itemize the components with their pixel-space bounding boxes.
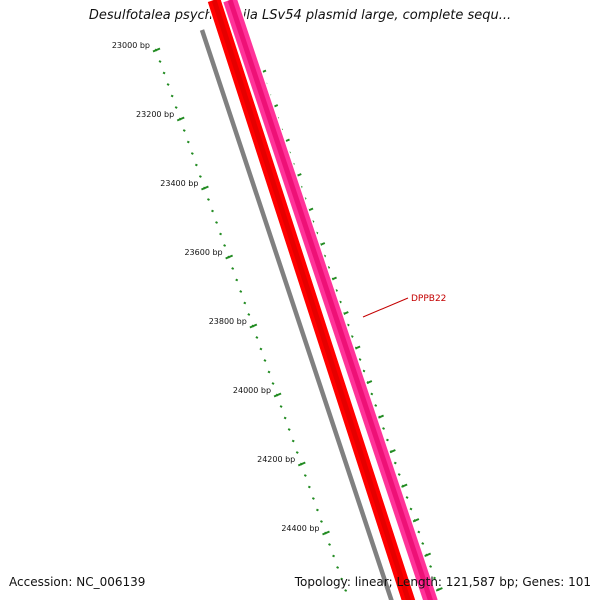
gene-band-pink-core xyxy=(227,0,433,600)
ruler-major-tick xyxy=(273,392,282,398)
ruler-major-tick xyxy=(176,116,185,122)
ruler-minor-tick xyxy=(190,152,194,155)
ruler-minor-tick xyxy=(259,347,263,351)
ruler-labels: 23000 bp 23200 bp 23400 bp 23600 bp 23800 bp… xyxy=(112,41,320,533)
accession-text: Accession: NC_006139 xyxy=(9,575,146,589)
ruler-minor-tick xyxy=(198,175,202,178)
sequence-backbone xyxy=(199,29,394,600)
ruler-minor-tick xyxy=(307,485,311,489)
ruler-minor-tick xyxy=(211,209,214,213)
ruler-minor-tick xyxy=(303,474,307,477)
ruler-minor-tick xyxy=(215,221,218,224)
track-minor-tick xyxy=(417,530,421,534)
ruler-minor-tick xyxy=(231,267,235,270)
ruler-minor-tick xyxy=(194,163,198,167)
ruler-minor-tick xyxy=(255,336,259,339)
ruler-tick-label: 23200 bp xyxy=(136,110,174,119)
gene-band-red-core xyxy=(211,0,411,600)
ruler-minor-tick xyxy=(328,543,331,546)
track-minor-tick xyxy=(362,369,366,373)
ruler-tick-label: 24000 bp xyxy=(233,386,271,395)
track-minor-tick xyxy=(350,335,354,338)
ruler-tick-label: 24400 bp xyxy=(281,524,319,533)
ruler-major-tick xyxy=(201,185,209,191)
track-major-tick xyxy=(423,552,432,558)
ruler-tick-label: 24200 bp xyxy=(257,455,295,464)
track-minor-tick xyxy=(346,323,350,327)
ruler-minor-tick xyxy=(311,497,315,500)
topology-summary: Topology: linear; Length: 121,587 bp; Ge… xyxy=(294,575,591,589)
ruler-minor-tick xyxy=(158,60,162,63)
ruler-minor-tick xyxy=(243,301,247,305)
ruler-minor-tick xyxy=(271,382,275,385)
feature-label-dppb22[interactable]: DPPB22 xyxy=(411,294,446,304)
ruler-tick-label: 23400 bp xyxy=(160,179,198,188)
ruler-minor-tick xyxy=(340,577,344,581)
ruler-minor-tick xyxy=(186,140,190,144)
ruler-minor-tick xyxy=(239,290,243,293)
track-minor-tick xyxy=(433,576,436,580)
ruler-minor-tick xyxy=(295,451,299,454)
ruler-tick-label: 23000 bp xyxy=(112,41,150,50)
ruler-minor-tick xyxy=(182,129,186,132)
ruler-minor-tick xyxy=(235,278,239,282)
map-title: Desulfotalea psychrophila LSv54 plasmid … xyxy=(88,8,512,23)
ruler-minor-tick xyxy=(162,71,166,75)
ruler-minor-tick xyxy=(207,198,210,201)
ruler-minor-tick xyxy=(344,589,348,592)
feature-callout-line xyxy=(362,297,409,318)
ruler-minor-tick xyxy=(247,313,251,316)
track-minor-tick xyxy=(386,438,389,442)
ruler-minor-tick xyxy=(291,439,295,443)
ruler-minor-tick xyxy=(283,416,287,420)
track-minor-tick xyxy=(409,507,413,511)
ruler-minor-tick xyxy=(287,428,291,431)
ruler-major-tick xyxy=(152,47,161,53)
track-minor-tick xyxy=(397,473,401,476)
ruler-minor-tick xyxy=(170,94,174,98)
ruler-minor-tick xyxy=(219,232,223,236)
ruler-minor-tick xyxy=(174,106,178,109)
ruler-major-tick xyxy=(297,461,306,467)
ruler-major-tick xyxy=(322,530,330,536)
ruler-minor-tick xyxy=(320,520,323,523)
ruler-major-tick xyxy=(225,254,234,260)
track-minor-tick xyxy=(358,358,362,361)
track-minor-tick xyxy=(382,427,385,430)
ruler-minor-tick xyxy=(166,83,170,86)
track-minor-tick xyxy=(421,542,425,545)
ruler-tick-label: 23600 bp xyxy=(184,248,222,257)
track-minor-tick xyxy=(405,496,409,499)
ruler-minor-tick xyxy=(223,244,227,247)
track-minor-tick xyxy=(429,565,433,568)
ruler-minor-tick xyxy=(315,508,319,512)
ruler-minor-tick xyxy=(336,566,340,569)
track-minor-tick xyxy=(370,392,374,396)
ruler-minor-tick xyxy=(279,405,283,408)
ruler-major-ticks xyxy=(152,47,330,536)
ruler-minor-tick xyxy=(263,359,267,362)
track-minor-tick xyxy=(374,404,378,407)
track-minor-tick xyxy=(393,461,397,465)
ruler-tick-label: 23800 bp xyxy=(209,317,247,326)
track-major-tick xyxy=(435,587,443,592)
ruler-minor-tick xyxy=(267,370,271,374)
track-minor-tick xyxy=(338,300,342,304)
ruler-minor-tick xyxy=(332,554,336,558)
ruler-major-tick xyxy=(249,323,258,329)
